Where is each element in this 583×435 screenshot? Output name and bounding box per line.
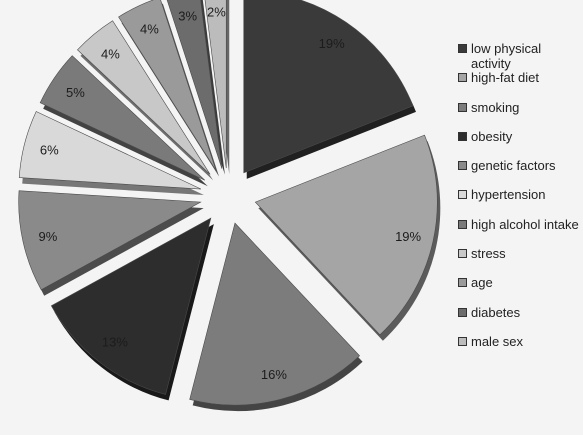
pie-slice — [118, 0, 217, 171]
pie-slice — [50, 217, 212, 395]
legend-label: genetic factors — [471, 158, 556, 174]
legend: low physical activity high-fat diet smokin… — [458, 41, 580, 363]
legend-item: male sex — [458, 334, 580, 363]
legend-swatch — [458, 307, 467, 317]
data-label: 19% — [395, 229, 421, 244]
legend-label: male sex — [471, 333, 524, 349]
legend-swatch — [458, 278, 467, 288]
legend-swatch — [458, 44, 467, 53]
legend-label: obesity — [471, 128, 513, 144]
data-label: 6% — [40, 143, 59, 158]
data-label: 19% — [319, 36, 345, 51]
pie-slice — [189, 222, 360, 406]
pie-slice — [254, 134, 438, 336]
data-label: 16% — [261, 367, 287, 382]
legend-swatch — [458, 249, 467, 259]
legend-label: high-fat diet — [471, 70, 539, 86]
legend-label: low physical activity — [471, 41, 542, 71]
data-label: 4% — [101, 46, 120, 61]
pie-slice — [39, 55, 206, 181]
legend-item: smoking — [458, 100, 580, 129]
data-label: 2% — [207, 4, 226, 19]
data-label: 13% — [102, 334, 128, 349]
pie-slice — [18, 111, 202, 190]
pie-slice — [166, 0, 223, 169]
data-label: 3% — [178, 8, 197, 23]
data-label: 5% — [66, 85, 85, 100]
pie-slice — [77, 20, 211, 175]
legend-item: high alcohol intake — [458, 217, 580, 246]
legend-swatch — [458, 190, 467, 200]
legend-swatch — [458, 131, 467, 141]
pie-slice — [243, 0, 414, 174]
legend-swatch — [458, 336, 467, 346]
legend-item: high-fat diet — [458, 70, 580, 99]
legend-item: hypertension — [458, 187, 580, 216]
legend-swatch — [458, 161, 467, 171]
data-label: 9% — [39, 229, 58, 244]
legend-item: obesity — [458, 129, 580, 158]
legend-label: hypertension — [471, 187, 546, 203]
pie-slice — [204, 0, 227, 169]
legend-swatch — [458, 219, 467, 229]
legend-swatch — [458, 73, 467, 83]
legend-item: diabetes — [458, 305, 580, 334]
legend-item: age — [458, 275, 580, 304]
legend-item: low physical activity — [458, 41, 580, 71]
legend-label: age — [471, 275, 493, 291]
legend-item: stress — [458, 246, 580, 275]
pie-chart: 19% 19% 16% 13% 9% 6% 5% 4% 4% 3% 2% — [18, 0, 441, 412]
data-label: 4% — [140, 22, 159, 37]
legend-swatch — [458, 102, 467, 112]
legend-label: diabetes — [471, 304, 521, 320]
legend-label: stress — [471, 246, 506, 262]
legend-label: smoking — [471, 99, 520, 115]
pie-slice — [18, 190, 202, 291]
legend-item: genetic factors — [458, 158, 580, 187]
legend-label: high alcohol intake — [471, 216, 579, 232]
